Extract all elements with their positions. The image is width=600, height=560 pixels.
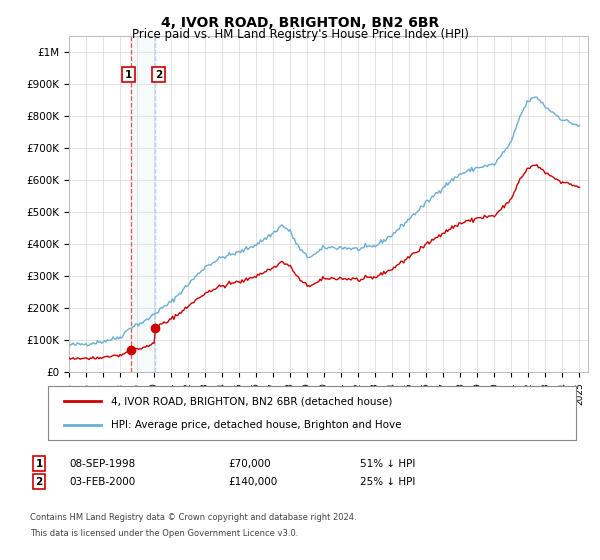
Text: 2: 2 [35,477,43,487]
Text: 4, IVOR ROAD, BRIGHTON, BN2 6BR: 4, IVOR ROAD, BRIGHTON, BN2 6BR [161,16,439,30]
Text: Price paid vs. HM Land Registry's House Price Index (HPI): Price paid vs. HM Land Registry's House … [131,28,469,41]
Text: £140,000: £140,000 [228,477,277,487]
Text: HPI: Average price, detached house, Brighton and Hove: HPI: Average price, detached house, Brig… [112,419,402,430]
Text: £70,000: £70,000 [228,459,271,469]
Text: 1: 1 [125,70,132,80]
Text: 25% ↓ HPI: 25% ↓ HPI [360,477,415,487]
Text: 4, IVOR ROAD, BRIGHTON, BN2 6BR (detached house): 4, IVOR ROAD, BRIGHTON, BN2 6BR (detache… [112,396,393,407]
Text: 2: 2 [155,70,162,80]
Text: Contains HM Land Registry data © Crown copyright and database right 2024.: Contains HM Land Registry data © Crown c… [30,514,356,522]
Text: This data is licensed under the Open Government Licence v3.0.: This data is licensed under the Open Gov… [30,529,298,538]
Bar [131,36,155,372]
Text: 03-FEB-2000: 03-FEB-2000 [69,477,135,487]
Text: 1: 1 [35,459,43,469]
Text: 51% ↓ HPI: 51% ↓ HPI [360,459,415,469]
Text: 08-SEP-1998: 08-SEP-1998 [69,459,135,469]
